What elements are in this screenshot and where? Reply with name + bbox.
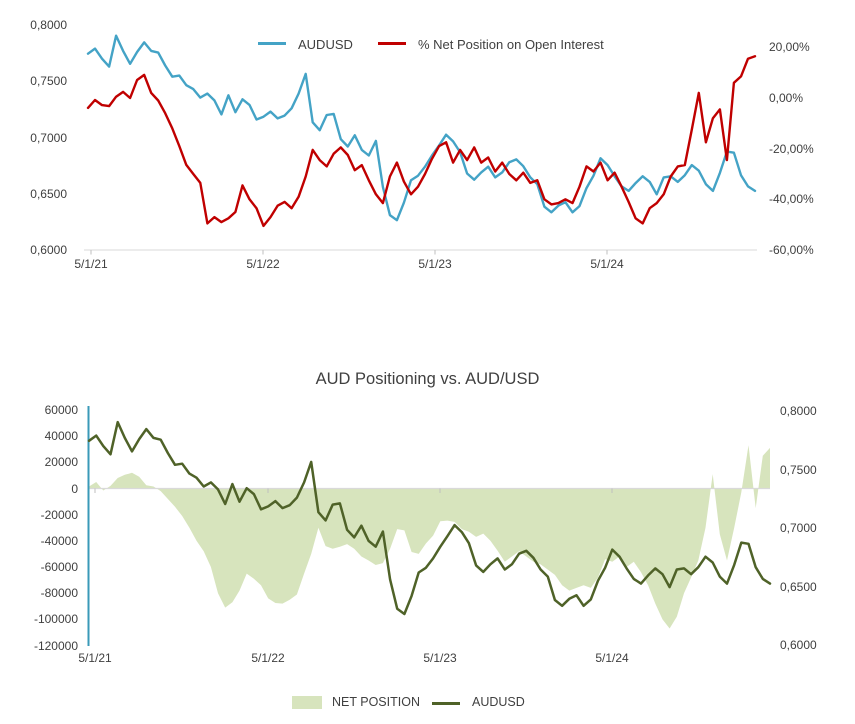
net-position-legend-area-swatch (292, 696, 322, 709)
bottom-y-right-tick-label: 0,6000 (780, 638, 817, 652)
bottom-y-left-tick-label: 60000 (44, 402, 78, 417)
audusd-bottom-legend-line-swatch (432, 702, 460, 705)
bottom-y-left-tick-label: -80000 (40, 586, 78, 601)
top-x-tick-label: 5/1/21 (74, 257, 108, 271)
bottom-x-tick-label: 5/1/21 (78, 651, 112, 665)
bottom-x-tick-label: 5/1/23 (423, 651, 457, 665)
bottom-y-left-tick-label: -20000 (40, 507, 78, 522)
audusd-legend-line-swatch (258, 42, 286, 45)
top-y-right-tick-label: 20,00% (769, 40, 810, 55)
bottom-y-right-tick-label: 0,8000 (780, 404, 817, 418)
net-position-pct-legend-line-swatch (378, 42, 406, 45)
audusd-line (86, 34, 757, 222)
top-y-left-tick-label: 0,7000 (30, 130, 67, 145)
bottom-y-left-tick-label: -100000 (33, 612, 78, 627)
bottom-y-right-tick-label: 0,6500 (780, 579, 817, 594)
bottom-y-left-tick-label: -60000 (40, 560, 78, 574)
bottom-x-tick-label: 5/1/22 (251, 651, 285, 665)
top-y-right-tick-label: -60,00% (769, 243, 814, 257)
bottom-y-left-tick-label: 20000 (44, 455, 78, 470)
top-y-right-tick-label: 0,00% (769, 90, 804, 105)
bottom-y-left-tick-label: -40000 (40, 533, 78, 548)
bottom-x-tick-label: 5/1/24 (595, 651, 629, 665)
top-y-left-tick-label: 0,6000 (30, 243, 67, 257)
bottom-y-left-tick-label: -120000 (33, 638, 78, 653)
top-x-tick-label: 5/1/24 (590, 257, 624, 271)
bottom-y-right-tick-label: 0,7500 (780, 462, 817, 477)
top-x-tick-label: 5/1/22 (246, 257, 280, 271)
top-y-left-tick-label: 0,6500 (30, 186, 67, 201)
net-position-pct-legend-label: % Net Position on Open Interest (418, 37, 604, 52)
net-position-area (89, 445, 770, 629)
audusd-legend-label: AUDUSD (298, 37, 353, 52)
net-position-pct-line (86, 55, 757, 228)
bottom-y-left-tick-label: 40000 (44, 429, 78, 444)
bottom-y-right-tick-label: 0,7000 (780, 521, 817, 535)
audusd-line-bottom (87, 420, 772, 616)
audusd-bottom-legend-label: AUDUSD (472, 695, 525, 709)
top-y-right-tick-label: -20,00% (769, 141, 814, 156)
bottom-y-left-tick-label: 0 (71, 481, 78, 496)
net-position-legend-label: NET POSITION (332, 695, 420, 709)
top-y-left-tick-label: 0,7500 (30, 74, 67, 89)
bottom-chart-title: AUD Positioning vs. AUD/USD (315, 370, 540, 388)
top-x-tick-label: 5/1/23 (418, 257, 452, 271)
top-y-right-tick-label: -40,00% (769, 192, 814, 207)
top-y-left-tick-label: 0,8000 (30, 18, 67, 32)
